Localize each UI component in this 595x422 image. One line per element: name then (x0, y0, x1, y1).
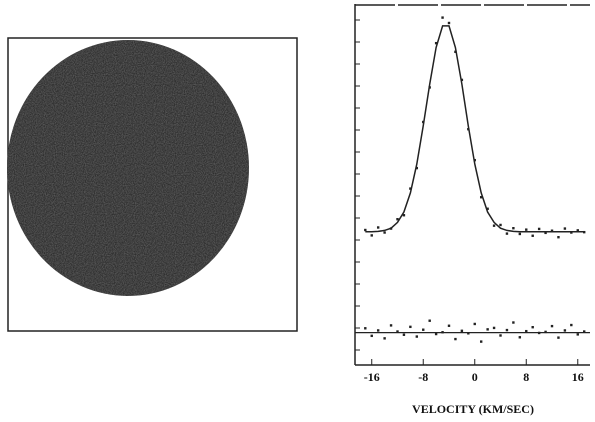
data-point (371, 335, 373, 337)
data-point (403, 334, 405, 336)
x-tick-label: 8 (523, 370, 529, 384)
data-point (525, 228, 527, 230)
data-point (564, 227, 566, 229)
data-point (506, 329, 508, 331)
data-point (416, 335, 418, 337)
data-point (377, 329, 379, 331)
data-point (544, 331, 546, 333)
data-point (551, 325, 553, 327)
data-point (364, 327, 366, 329)
data-point (441, 331, 443, 333)
data-point (544, 232, 546, 234)
data-point (474, 159, 476, 161)
data-point (409, 326, 411, 328)
data-point (519, 336, 521, 338)
data-point (564, 329, 566, 331)
x-tick-label: -8 (418, 370, 428, 384)
data-point (409, 187, 411, 189)
data-point (583, 231, 585, 233)
data-point (396, 330, 398, 332)
data-point (512, 321, 514, 323)
data-point (467, 332, 469, 334)
data-point (454, 51, 456, 53)
data-point (435, 333, 437, 335)
spectrum-axes (355, 4, 590, 365)
data-point (499, 334, 501, 336)
data-point (486, 208, 488, 210)
data-point (538, 332, 540, 334)
data-point (474, 323, 476, 325)
data-point (493, 224, 495, 226)
x-tick-label: 16 (572, 370, 584, 384)
x-tick-label: -16 (364, 370, 380, 384)
data-point (551, 230, 553, 232)
image-panel (7, 38, 297, 331)
data-point (390, 227, 392, 229)
data-point (448, 22, 450, 24)
data-point (519, 233, 521, 235)
data-point (531, 235, 533, 237)
data-point (493, 327, 495, 329)
data-point (557, 236, 559, 238)
data-point (403, 214, 405, 216)
data-point (364, 229, 366, 231)
data-point (416, 167, 418, 169)
data-point (538, 228, 540, 230)
figure: VELOCITY (KM/SEC) -16 -8 0 8 16 (0, 0, 595, 422)
data-point (499, 224, 501, 226)
data-point (377, 226, 379, 228)
data-point (422, 121, 424, 123)
data-point (461, 79, 463, 81)
data-point (557, 336, 559, 338)
data-point (371, 234, 373, 236)
data-point (383, 231, 385, 233)
disk-texture (7, 40, 249, 296)
data-point (467, 128, 469, 130)
data-point (435, 42, 437, 44)
data-point (506, 232, 508, 234)
data-point (428, 320, 430, 322)
data-point (461, 330, 463, 332)
data-point (570, 231, 572, 233)
data-point (390, 324, 392, 326)
data-point (422, 329, 424, 331)
data-point (525, 330, 527, 332)
data-point (396, 218, 398, 220)
data-point (454, 338, 456, 340)
data-point (577, 229, 579, 231)
data-point (570, 324, 572, 326)
data-point (441, 16, 443, 18)
data-point (577, 333, 579, 335)
x-tick-label: 0 (472, 370, 478, 384)
data-point (383, 337, 385, 339)
data-point (583, 330, 585, 332)
x-axis-label: VELOCITY (KM/SEC) (412, 402, 534, 416)
fit-line (365, 26, 584, 232)
data-point (428, 86, 430, 88)
data-point (448, 325, 450, 327)
data-point (512, 227, 514, 229)
data-point (486, 328, 488, 330)
data-point (480, 340, 482, 342)
data-point (480, 196, 482, 198)
data-point (531, 326, 533, 328)
